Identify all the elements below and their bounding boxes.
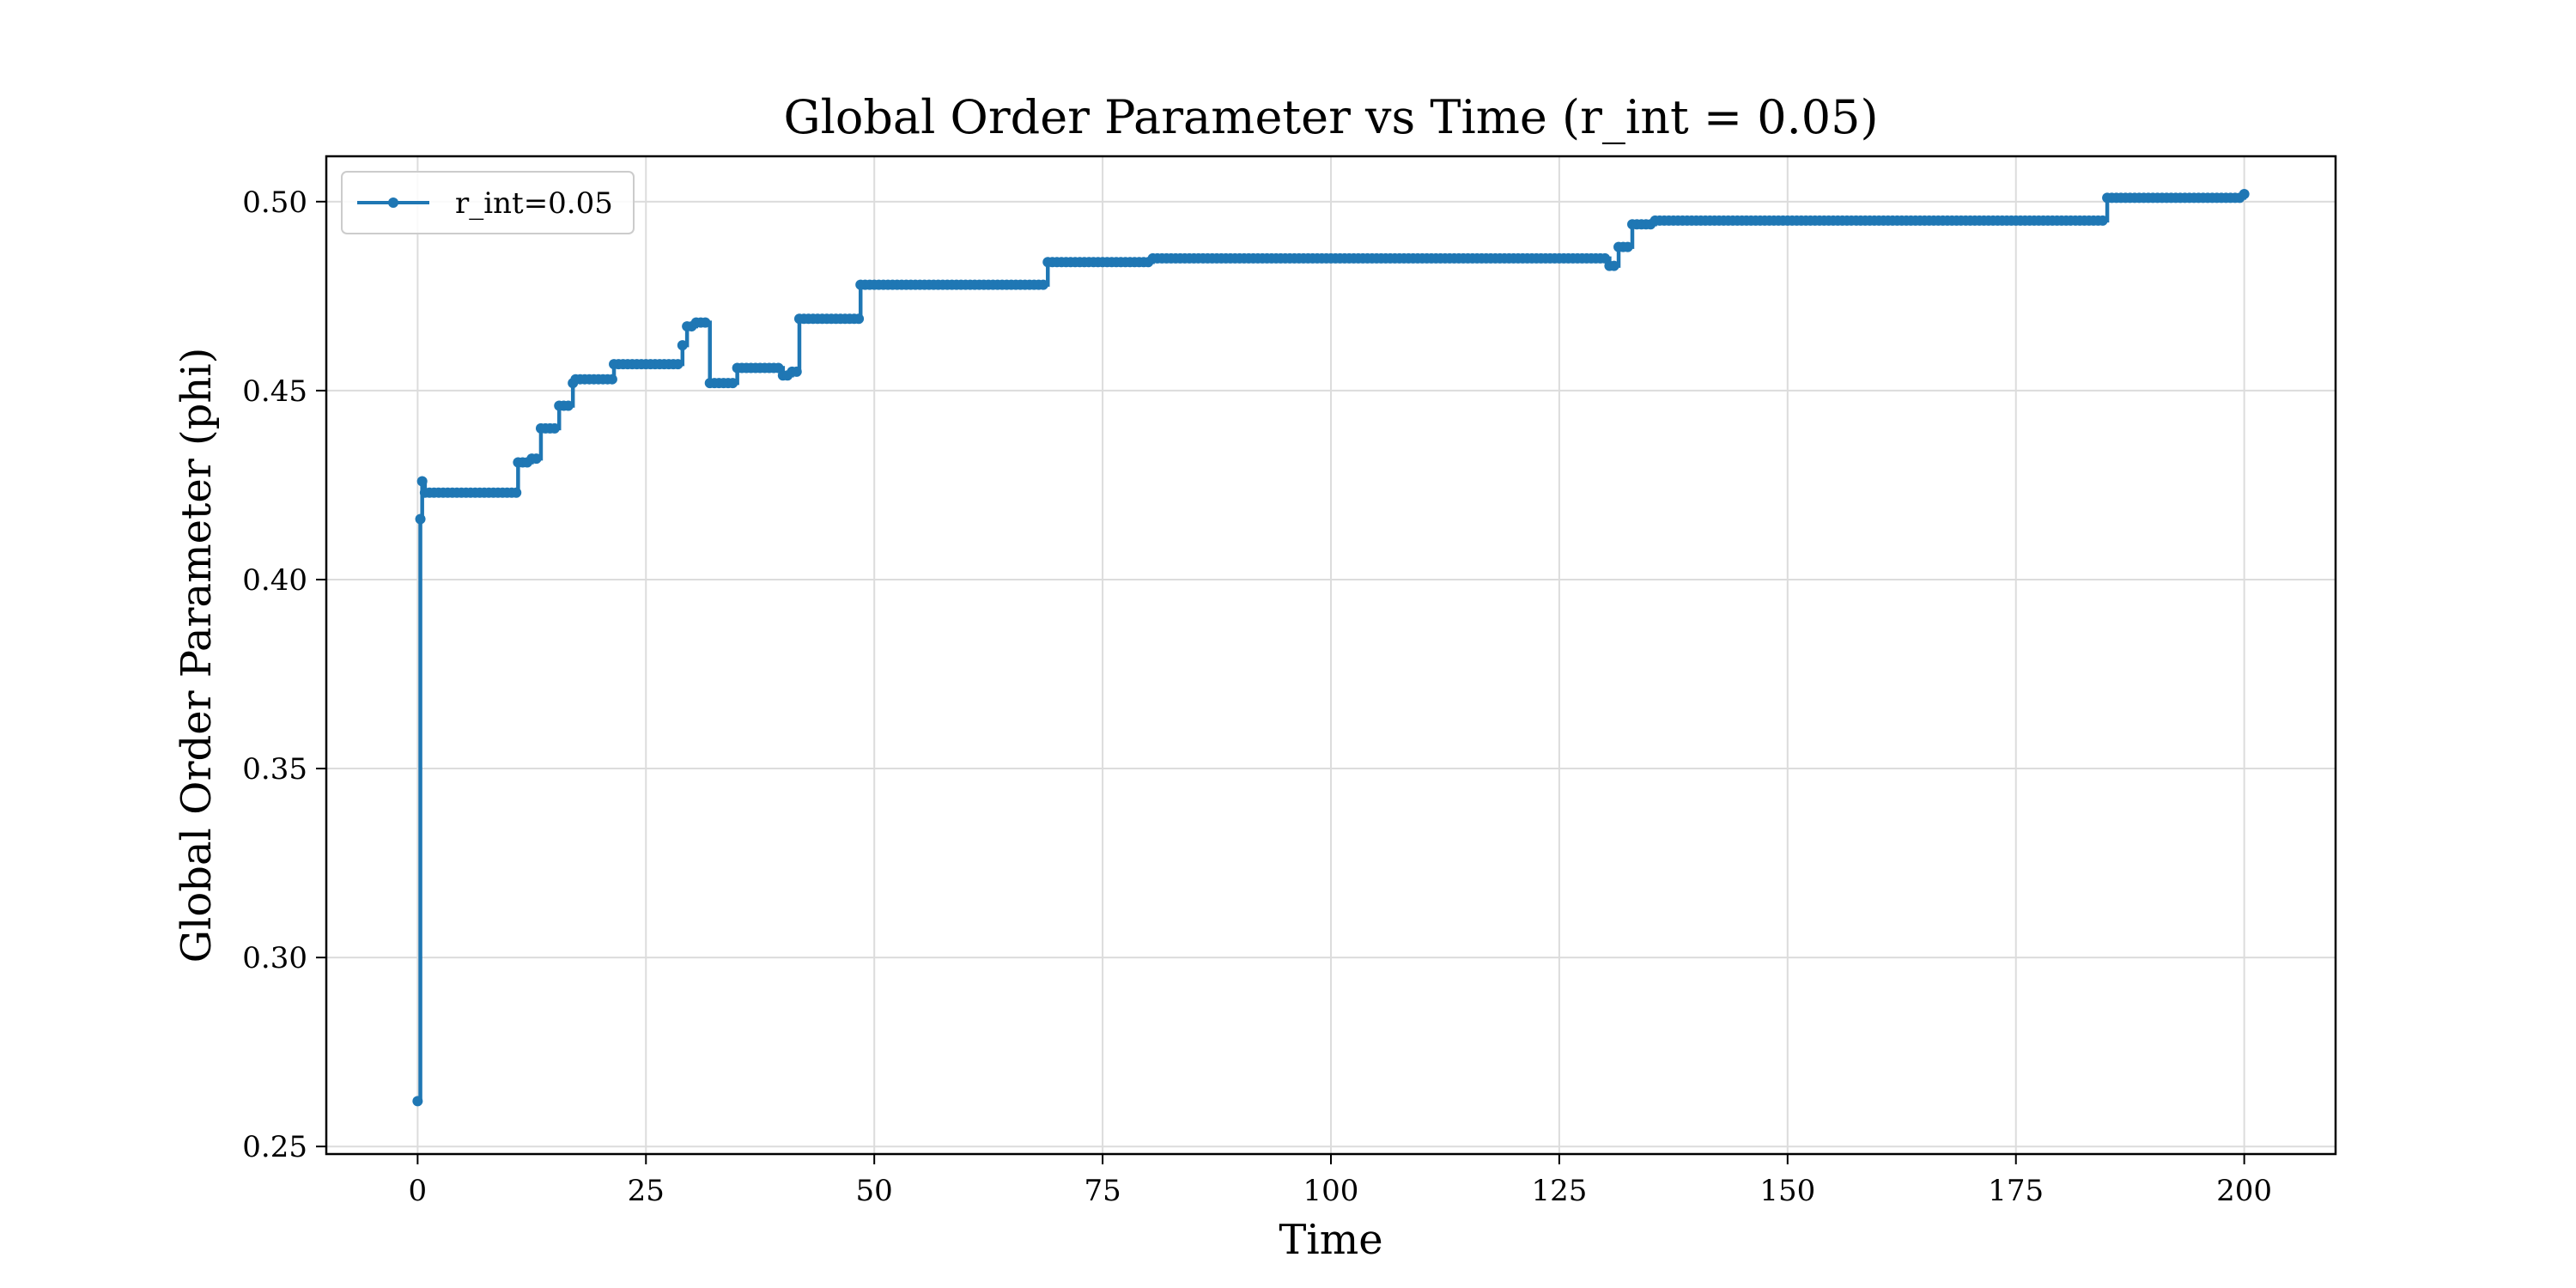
data-point (415, 513, 426, 525)
data-point (1608, 260, 1619, 271)
data-point (511, 487, 522, 498)
data-point (549, 422, 560, 434)
data-point (2239, 189, 2250, 200)
x-tick-label: 0 (409, 1174, 428, 1208)
grid (326, 156, 2336, 1154)
data-point (531, 453, 542, 465)
data-point (1037, 279, 1048, 290)
y-tick-label: 0.35 (242, 752, 307, 787)
data-point (727, 378, 738, 389)
x-tick-label: 100 (1303, 1174, 1359, 1208)
data-point (562, 400, 574, 411)
chart-title: Global Order Parameter vs Time (r_int = … (783, 90, 1878, 144)
x-tick-label: 25 (628, 1174, 665, 1208)
x-tick-label: 50 (856, 1174, 893, 1208)
y-tick-label: 0.30 (242, 941, 307, 975)
x-tick-label: 150 (1759, 1174, 1815, 1208)
legend-box (341, 171, 635, 234)
data-point (606, 374, 617, 385)
y-tick-label: 0.25 (242, 1130, 307, 1164)
y-tick-label: 0.40 (242, 563, 307, 598)
data-point (1622, 241, 1633, 252)
x-tick-label: 75 (1084, 1174, 1121, 1208)
data-point (773, 362, 784, 374)
y-axis-title: Global Order Parameter (phi) (173, 348, 221, 963)
data-point (1600, 252, 1611, 264)
data-point (412, 1096, 423, 1107)
x-axis: 0 25 50 75 100 125 150 175 200 (409, 1154, 2272, 1208)
y-tick-label: 0.50 (242, 185, 307, 220)
data-point (416, 476, 428, 487)
data-point (854, 313, 865, 325)
data-point (677, 340, 688, 351)
legend: r_int=0.05 (341, 171, 635, 234)
data-point (672, 359, 683, 370)
x-tick-label: 200 (2216, 1174, 2272, 1208)
y-axis: 0.25 0.30 0.35 0.40 0.45 0.50 (242, 185, 326, 1164)
data-point (2097, 215, 2108, 226)
legend-marker (388, 197, 398, 208)
x-tick-label: 125 (1531, 1174, 1587, 1208)
series-r-int (412, 189, 2250, 1107)
x-tick-label: 175 (1988, 1174, 2044, 1208)
data-point (791, 366, 802, 377)
legend-label: r_int=0.05 (455, 186, 613, 221)
data-point (700, 317, 711, 328)
y-tick-label: 0.45 (242, 374, 307, 409)
x-axis-title: Time (1279, 1216, 1382, 1264)
